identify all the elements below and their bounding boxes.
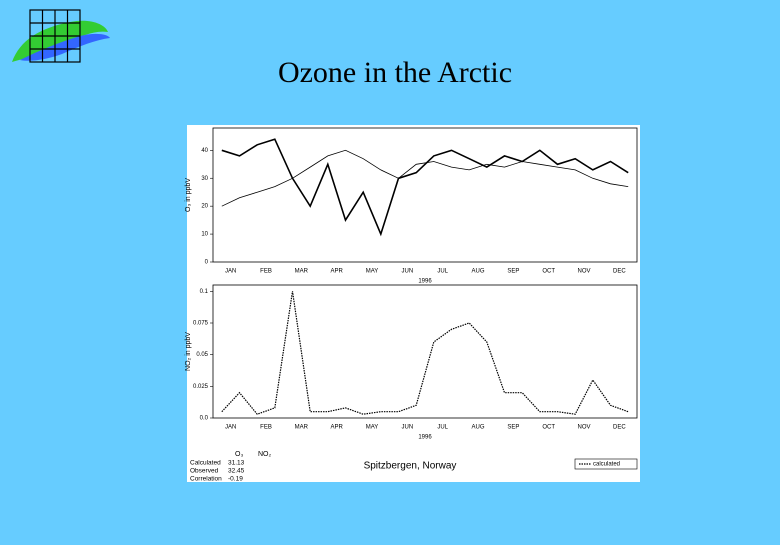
stats-label: Observed [190, 468, 219, 475]
legend-label: calculated [593, 462, 620, 468]
stats-table: Calculated 31.13 Observed 32.45 Correlation -… [190, 460, 245, 483]
series-line [221, 138, 629, 237]
stats-value: 31.13 [228, 460, 245, 467]
y-tick-label: 10 [201, 232, 208, 238]
x-tick-label: MAR [295, 425, 309, 431]
x-tick-label: NOV [577, 425, 590, 431]
x-tick-label: JAN [225, 269, 236, 275]
x-tick-label: JUL [437, 425, 448, 431]
x-axis-label: 1996 [418, 279, 432, 285]
slide-title: Ozone in the Arctic [278, 56, 512, 89]
stats-value: -0.19 [228, 476, 243, 483]
x-tick-label: JUN [401, 425, 413, 431]
x-tick-label: AUG [471, 425, 484, 431]
x-tick-label: NOV [577, 269, 590, 275]
y-tick-label: 40 [201, 148, 208, 154]
x-tick-label: DEC [613, 269, 626, 275]
logo [12, 9, 110, 63]
x-tick-label: MAR [295, 269, 309, 275]
plot-frame [212, 284, 638, 419]
y-axis-label: O₃ in ppbV [185, 178, 192, 212]
x-tick-label: JUL [437, 269, 448, 275]
stats-label: Calculated [190, 460, 221, 467]
x-tick-label: APR [330, 425, 343, 431]
x-tick-label: SEP [507, 269, 519, 275]
x-tick-label: JAN [225, 425, 236, 431]
y-tick-label: 0 [205, 260, 209, 266]
y-tick-label: 30 [201, 176, 208, 182]
stats-header: NO₂ [258, 451, 272, 458]
x-tick-label: OCT [542, 425, 555, 431]
x-tick-label: FEB [260, 425, 272, 431]
stats-header: O₃ [235, 451, 243, 458]
x-tick-label: SEP [507, 425, 519, 431]
x-tick-label: AUG [471, 269, 484, 275]
series-line [221, 291, 629, 415]
series-line [221, 149, 629, 207]
caption: Spitzbergen, Norway [364, 461, 457, 472]
y-tick-label: 0.05 [196, 352, 208, 358]
x-tick-label: MAY [366, 269, 379, 275]
x-tick-label: OCT [542, 269, 555, 275]
y-tick-label: 0.0 [200, 416, 209, 422]
stats-label: Correlation [190, 476, 222, 483]
y-tick-label: 20 [201, 204, 208, 210]
x-tick-label: FEB [260, 269, 272, 275]
charts: 0 10 20 30 40 JAN FEB MAR APR MAY JUN JUL AUG SEP OCT N… [185, 127, 638, 470]
y-tick-label: 0.025 [193, 384, 209, 390]
plot-frame [212, 127, 638, 263]
y-tick-label: 0.1 [200, 289, 209, 295]
figure-panel [187, 125, 640, 482]
x-tick-label: DEC [613, 425, 626, 431]
y-axis-label: NO₂ in ppbV [185, 332, 192, 371]
x-tick-label: MAY [366, 425, 379, 431]
x-axis-label: 1996 [418, 435, 432, 441]
x-tick-label: JUN [401, 269, 413, 275]
x-tick-label: APR [330, 269, 343, 275]
y-tick-label: 0.075 [193, 321, 209, 327]
stats-value: 32.45 [228, 468, 245, 475]
legend-box [574, 458, 638, 470]
